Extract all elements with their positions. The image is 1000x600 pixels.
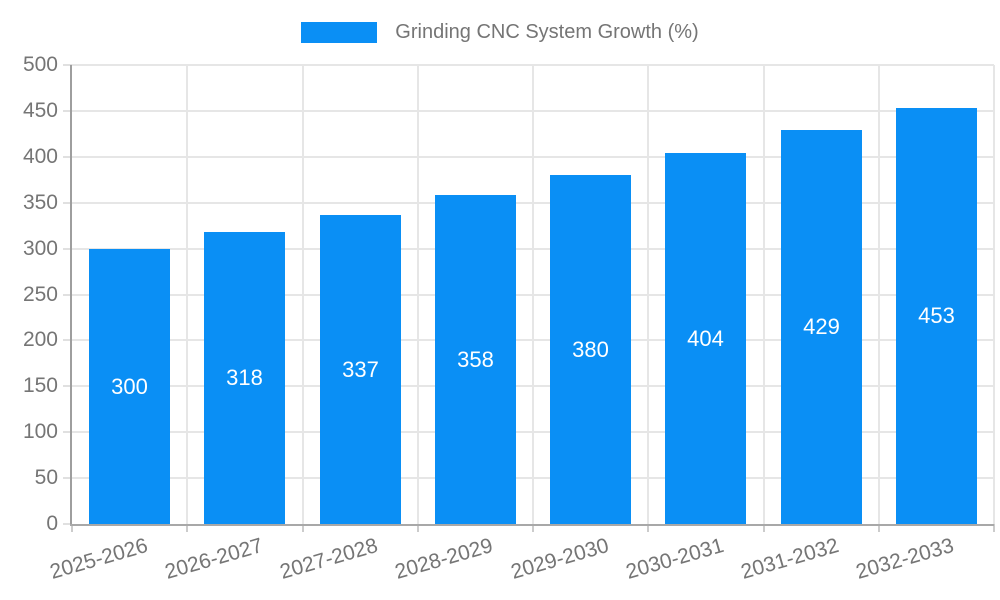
gridline-vertical (417, 65, 419, 524)
x-axis-tick (302, 524, 304, 532)
y-tick-label: 350 (22, 191, 58, 214)
y-axis-tick (63, 156, 72, 158)
y-axis-tick (63, 248, 72, 250)
bar-value-label: 404 (687, 325, 724, 351)
y-axis-tick (63, 294, 72, 296)
y-tick-label: 50 (34, 466, 58, 489)
bar: 337 (320, 215, 401, 524)
bar-value-label: 453 (918, 303, 955, 328)
bar: 404 (665, 153, 746, 524)
y-axis-tick (63, 431, 72, 433)
legend-swatch (301, 22, 378, 43)
y-tick-label: 0 (46, 512, 58, 535)
y-tick-label: 100 (22, 420, 58, 443)
y-axis-tick (63, 339, 72, 341)
bar-value-label: 429 (803, 314, 840, 339)
bar-value-label: 358 (457, 346, 494, 372)
gridline-vertical (878, 65, 880, 524)
bar: 358 (435, 195, 516, 524)
y-axis-tick (63, 385, 72, 387)
gridline-vertical (763, 65, 765, 524)
bar: 318 (204, 232, 285, 524)
y-axis-tick (63, 477, 72, 479)
y-tick-label: 400 (22, 145, 58, 168)
bar-value-label: 300 (111, 373, 148, 399)
y-axis-tick (63, 110, 72, 112)
x-axis-tick (993, 524, 995, 532)
bar-value-label: 337 (342, 356, 379, 382)
bar: 453 (896, 108, 977, 524)
y-tick-label: 200 (22, 328, 58, 351)
y-axis-tick (63, 64, 72, 66)
gridline-vertical (532, 65, 534, 524)
x-axis-tick (417, 524, 419, 532)
legend-label: Grinding CNC System Growth (%) (395, 21, 699, 43)
y-axis-tick (63, 523, 72, 525)
gridline-vertical (647, 65, 649, 524)
x-axis-line (70, 524, 994, 526)
x-axis-tick (647, 524, 649, 532)
y-axis-tick (63, 202, 72, 204)
gridline-vertical (302, 65, 304, 524)
x-axis-tick (186, 524, 188, 532)
bar-value-label: 380 (572, 336, 609, 362)
y-tick-label: 250 (22, 283, 58, 306)
x-axis-tick (878, 524, 880, 532)
x-axis-tick (71, 524, 73, 532)
gridline-vertical (186, 65, 188, 524)
y-tick-label: 150 (22, 374, 58, 397)
gridline-vertical (993, 65, 995, 524)
y-axis-line (70, 65, 72, 526)
y-tick-label: 300 (22, 237, 58, 260)
chart-legend: Grinding CNC System Growth (%) (0, 21, 1000, 44)
bar: 429 (781, 130, 862, 524)
y-tick-label: 500 (22, 53, 58, 76)
x-axis-tick (532, 524, 534, 532)
x-axis-tick (763, 524, 765, 532)
bar: 300 (89, 249, 170, 524)
y-tick-label: 450 (22, 99, 58, 122)
bar: 380 (550, 175, 631, 524)
bar-value-label: 318 (226, 365, 263, 390)
